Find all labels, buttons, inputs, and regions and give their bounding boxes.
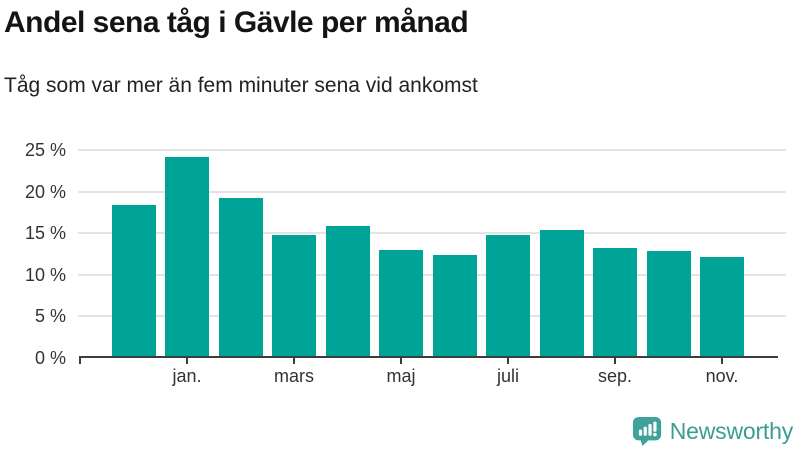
- gridline-20: [78, 190, 786, 193]
- x-axis-tick-sep.: [614, 355, 616, 364]
- bar-nov.: [700, 257, 744, 358]
- x-axis-tick-jan.: [186, 355, 188, 364]
- x-axis-tick-maj: [400, 355, 402, 364]
- bar-feb.: [218, 198, 263, 358]
- x-axis-tick-juli: [507, 355, 509, 364]
- bar-apr.: [325, 225, 370, 358]
- x-axis-label-maj: maj: [386, 366, 416, 386]
- bar-juli: [486, 235, 530, 358]
- x-axis-label-mars: mars: [274, 366, 314, 386]
- y-axis-label-10: 10 %: [24, 264, 66, 285]
- x-axis-tick-mars: [293, 355, 295, 364]
- gridline-5: [78, 315, 786, 317]
- bar-aug.: [539, 229, 584, 358]
- y-axis-label-20: 20 %: [24, 181, 66, 202]
- x-axis-tick-nov.: [721, 355, 723, 364]
- gridline-15: [78, 232, 786, 234]
- bar-jan.: [165, 157, 209, 358]
- bar-mars: [272, 235, 316, 358]
- gridline-10: [78, 273, 786, 276]
- bar-dec.: [111, 204, 156, 358]
- x-axis-label-jan.: jan.: [172, 366, 202, 386]
- y-axis-label-15: 15 %: [24, 223, 66, 243]
- x-axis-label-sep.: sep.: [597, 366, 633, 386]
- bar-juni: [432, 255, 477, 358]
- newsworthy-logo-text: Newsworthy: [669, 418, 793, 444]
- y-axis-label-5: 5 %: [34, 306, 66, 326]
- x-axis-origin-tick: [79, 355, 81, 364]
- newsworthy-speech-bubble-bar-chart-icon: [632, 416, 661, 447]
- x-axis-line: [80, 355, 778, 358]
- bar-maj: [379, 249, 423, 358]
- gridline-25: [78, 149, 786, 151]
- bar-sep.: [593, 247, 637, 358]
- chart-subtitle: Tåg som var mer än fem minuter sena vid …: [4, 74, 478, 97]
- chart-title: Andel sena tåg i Gävle per månad: [4, 6, 469, 39]
- y-axis-label-0: 0 %: [34, 347, 66, 368]
- newsworthy-logo[interactable]: Newsworthy: [632, 416, 793, 447]
- x-axis-label-nov.: nov.: [705, 366, 739, 386]
- y-axis-label-25: 25 %: [24, 140, 66, 160]
- bar-okt.: [646, 251, 691, 358]
- x-axis-label-juli: juli: [496, 366, 519, 386]
